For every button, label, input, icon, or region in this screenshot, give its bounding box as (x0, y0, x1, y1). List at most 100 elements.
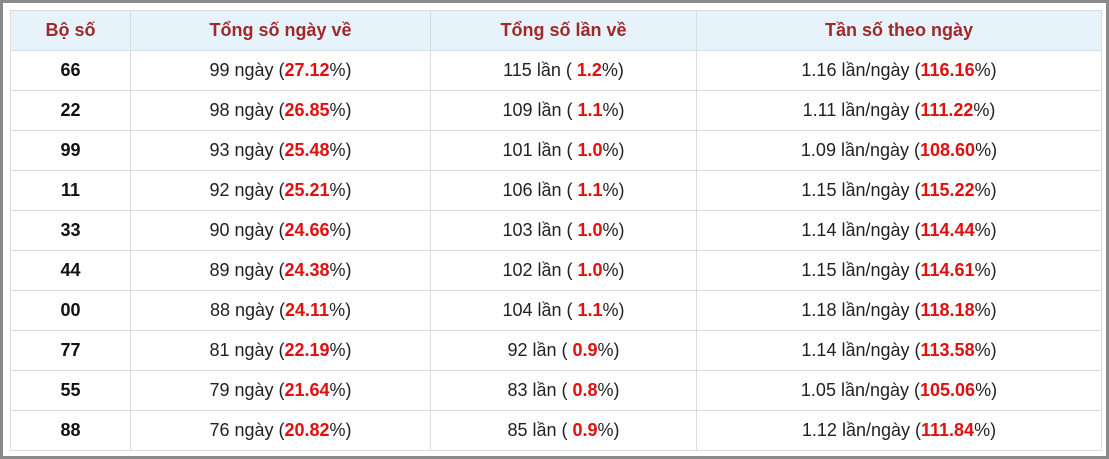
cell-text: 44 (60, 260, 81, 280)
table-cell: 1.12 lần/ngày (111.84%) (696, 410, 1102, 451)
highlight-value: 1.1 (577, 300, 603, 320)
cell-text: %) (329, 60, 352, 80)
cell-text: 55 (60, 380, 81, 400)
cell-text: %) (602, 140, 625, 160)
table-cell: 102 lần ( 1.0%) (430, 250, 697, 291)
highlight-value: 118.18 (920, 300, 975, 320)
table-row: 88 76 ngày (20.82%) 85 lần ( 0.9%) 1.12 lần… (10, 410, 1102, 451)
cell-text: 81 ngày ( (209, 340, 285, 360)
cell-text: %) (974, 60, 997, 80)
highlight-value: 1.0 (577, 220, 603, 240)
table-cell: 1.05 lần/ngày (105.06%) (696, 370, 1102, 411)
cell-text: %) (329, 380, 352, 400)
table-cell: 79 ngày (21.64%) (130, 370, 431, 411)
highlight-value: 115.22 (920, 180, 975, 200)
highlight-value: 22.19 (284, 340, 330, 360)
cell-text: %) (975, 140, 998, 160)
cell-text: %) (975, 380, 998, 400)
highlight-value: 114.61 (920, 260, 975, 280)
cell-text: %) (974, 300, 997, 320)
table-cell: 104 lần ( 1.1%) (430, 290, 697, 331)
table-cell: 99 ngày (27.12%) (130, 50, 431, 91)
table-cell: 93 ngày (25.48%) (130, 130, 431, 171)
cell-text: %) (329, 100, 352, 120)
cell-text: 1.15 lần/ngày ( (801, 260, 921, 280)
header-row: Bộ số Tổng số ngày về Tổng số lần về Tần số… (10, 10, 1102, 51)
cell-text: %) (597, 420, 620, 440)
table-cell: 1.14 lần/ngày (113.58%) (696, 330, 1102, 371)
cell-text: %) (602, 220, 625, 240)
table-row: 00 88 ngày (24.11%) 104 lần ( 1.1%) 1.18 lầ… (10, 290, 1102, 331)
table-cell: 83 lần ( 0.8%) (430, 370, 697, 411)
cell-text: %) (329, 180, 352, 200)
table-cell: 1.16 lần/ngày (116.16%) (696, 50, 1102, 91)
cell-text: 33 (60, 220, 81, 240)
cell-text: %) (973, 100, 996, 120)
table-cell: 44 (10, 250, 131, 291)
cell-text: 88 ngày ( (209, 300, 285, 320)
cell-text: 22 (60, 100, 81, 120)
table-cell: 81 ngày (22.19%) (130, 330, 431, 371)
cell-text: %) (602, 260, 625, 280)
stats-table: Bộ số Tổng số ngày về Tổng số lần về Tần số… (10, 10, 1102, 451)
header-cell: Tần số theo ngày (696, 10, 1102, 51)
table-cell: 90 ngày (24.66%) (130, 210, 431, 251)
cell-text: %) (329, 420, 352, 440)
cell-text: 1.16 lần/ngày ( (801, 60, 921, 80)
highlight-value: 25.48 (284, 140, 330, 160)
table-cell: 115 lần ( 1.2%) (430, 50, 697, 91)
table-body: 66 99 ngày (27.12%) 115 lần ( 1.2%) 1.16 lầ… (10, 50, 1102, 451)
table-row: 44 89 ngày (24.38%) 102 lần ( 1.0%) 1.15 lầ… (10, 250, 1102, 291)
cell-text: 1.14 lần/ngày ( (801, 340, 921, 360)
cell-text: 83 lần ( (507, 380, 573, 400)
cell-text: %) (329, 140, 352, 160)
cell-text: %) (597, 380, 620, 400)
cell-text: 98 ngày ( (209, 100, 285, 120)
cell-text: 90 ngày ( (209, 220, 285, 240)
table-cell: 55 (10, 370, 131, 411)
cell-text: %) (601, 60, 624, 80)
table-cell: 1.15 lần/ngày (115.22%) (696, 170, 1102, 211)
cell-text: %) (974, 220, 997, 240)
cell-text: 93 ngày ( (209, 140, 285, 160)
cell-text: 1.11 lần/ngày ( (802, 100, 921, 120)
table-row: 66 99 ngày (27.12%) 115 lần ( 1.2%) 1.16 lầ… (10, 50, 1102, 91)
table-cell: 92 lần ( 0.9%) (430, 330, 697, 371)
highlight-value: 1.1 (577, 100, 603, 120)
table-cell: 1.18 lần/ngày (118.18%) (696, 290, 1102, 331)
table-row: 33 90 ngày (24.66%) 103 lần ( 1.0%) 1.14 lầ… (10, 210, 1102, 251)
table-cell: 88 (10, 410, 131, 451)
table-cell: 85 lần ( 0.9%) (430, 410, 697, 451)
cell-text: 79 ngày ( (209, 380, 285, 400)
highlight-value: 105.06 (920, 380, 976, 400)
cell-text: 11 (60, 180, 81, 200)
cell-text: 106 lần ( (502, 180, 578, 200)
cell-text: 00 (60, 300, 81, 320)
table-cell: 1.15 lần/ngày (114.61%) (696, 250, 1102, 291)
highlight-value: 1.2 (576, 60, 602, 80)
table-cell: 106 lần ( 1.1%) (430, 170, 697, 211)
cell-text: 1.12 lần/ngày ( (801, 420, 921, 440)
cell-text: 104 lần ( (502, 300, 578, 320)
highlight-value: 1.1 (577, 180, 603, 200)
cell-text: 66 (60, 60, 81, 80)
table-row: 22 98 ngày (26.85%) 109 lần ( 1.1%) 1.11 lầ… (10, 90, 1102, 131)
cell-text: 85 lần ( (507, 420, 573, 440)
highlight-value: 20.82 (284, 420, 330, 440)
cell-text: %) (974, 260, 997, 280)
table-cell: 98 ngày (26.85%) (130, 90, 431, 131)
highlight-value: 1.0 (577, 140, 603, 160)
highlight-value: 1.0 (577, 260, 603, 280)
table-row: 11 92 ngày (25.21%) 106 lần ( 1.1%) 1.15 lầ… (10, 170, 1102, 211)
cell-text: 77 (60, 340, 81, 360)
table-cell: 99 (10, 130, 131, 171)
cell-text: %) (602, 100, 625, 120)
table-cell: 1.09 lần/ngày (108.60%) (696, 130, 1102, 171)
cell-text: %) (974, 180, 997, 200)
table-row: 77 81 ngày (22.19%) 92 lần ( 0.9%) 1.14 lần… (10, 330, 1102, 371)
cell-text: %) (597, 340, 620, 360)
cell-text: %) (602, 180, 625, 200)
highlight-value: 25.21 (284, 180, 330, 200)
